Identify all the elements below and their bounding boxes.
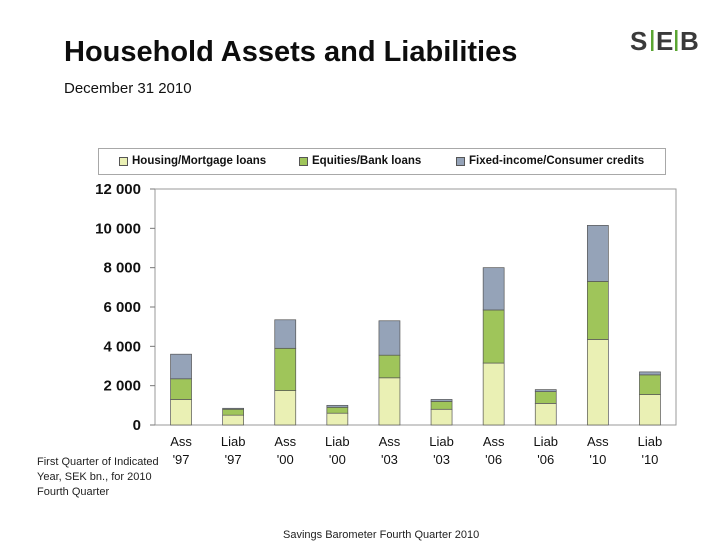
bar-segment: [430, 401, 453, 410]
x-tick-label: '10: [589, 452, 606, 467]
x-tick-label: '03: [433, 452, 450, 467]
legend-swatch: [119, 156, 128, 166]
bar-segment: [430, 399, 453, 402]
bar-segment: [430, 408, 453, 426]
bar-segment: [378, 320, 401, 356]
chart-footnote: First Quarter of Indicated Year, SEK bn.…: [37, 456, 159, 498]
x-tick-label: '97: [173, 452, 190, 467]
bar-segment: [586, 281, 609, 340]
page-footer: Savings Barometer Fourth Quarter 2010: [283, 529, 480, 541]
bar-segment: [482, 309, 505, 364]
bar-segment: [170, 353, 192, 380]
x-tick-label: Liab: [533, 434, 558, 449]
bar-segment: [534, 391, 557, 404]
legend-swatch: [456, 156, 465, 166]
bar-segment: [170, 399, 192, 426]
x-tick-label: Ass: [170, 434, 192, 449]
x-tick-label: Liab: [429, 434, 454, 449]
svg-text:B: B: [680, 26, 699, 54]
y-tick-label: 8 000: [103, 260, 141, 277]
bar-segment: [482, 362, 505, 426]
x-tick-label: Liab: [325, 434, 350, 449]
svg-text:S: S: [630, 26, 648, 54]
page-title: Household Assets and Liabilities: [64, 36, 518, 68]
x-tick-label: Ass: [587, 434, 609, 449]
x-tick-label: Liab: [638, 434, 663, 449]
bar-segment: [639, 374, 661, 395]
bar-segment: [170, 378, 192, 400]
legend-item-equities: Equities/Bank loans: [299, 155, 421, 167]
bar-segment: [482, 267, 505, 311]
page-subtitle: December 31 2010: [64, 80, 192, 97]
legend-label: Housing/Mortgage loans: [132, 155, 267, 167]
bar-segment: [326, 404, 349, 408]
bar-segment: [586, 339, 609, 426]
bar-segment: [274, 347, 297, 391]
y-tick-label: 6 000: [103, 299, 141, 316]
legend-item-fixed-income: Fixed-income/Consumer credits: [456, 155, 644, 167]
legend-label: Equities/Bank loans: [312, 155, 422, 167]
bar-segment: [639, 371, 661, 376]
y-tick-label: 10 000: [95, 220, 141, 237]
bar-segment: [274, 390, 297, 426]
y-tick-label: 2 000: [103, 378, 141, 395]
x-tick-label: Ass: [483, 434, 505, 449]
bar-segment: [639, 394, 661, 426]
chart-legend: Housing/Mortgage loans Equities/Bank loa…: [98, 148, 666, 175]
bar-segment: [326, 406, 349, 414]
x-tick-label: '10: [641, 452, 658, 467]
bar-segment: [534, 403, 557, 426]
bar-segment: [326, 412, 349, 426]
y-tick-label: 12 000: [95, 181, 141, 198]
bar-segment: [378, 377, 401, 426]
bar-segment: [222, 414, 244, 426]
bar-segment: [534, 389, 557, 392]
legend-item-housing: Housing/Mortgage loans: [119, 155, 266, 167]
x-tick-label: Liab: [221, 434, 246, 449]
seb-logo: S E B: [630, 26, 700, 59]
bar-segment: [222, 408, 244, 416]
x-tick-label: '00: [329, 452, 346, 467]
legend-swatch: [299, 156, 308, 166]
svg-text:E: E: [656, 26, 673, 54]
x-tick-label: '06: [537, 452, 554, 467]
x-tick-label: '03: [381, 452, 398, 467]
x-tick-label: '00: [277, 452, 294, 467]
x-tick-label: '06: [485, 452, 502, 467]
bar-segment: [586, 225, 609, 282]
bar-segment: [274, 319, 297, 349]
bar-segment: [378, 354, 401, 379]
x-tick-label: Ass: [379, 434, 401, 449]
legend-label: Fixed-income/Consumer credits: [469, 155, 645, 167]
y-tick-label: 4 000: [103, 338, 141, 355]
bar-segment: [222, 407, 244, 410]
x-tick-label: Ass: [274, 434, 296, 449]
y-tick-label: 0: [133, 417, 141, 434]
x-tick-label: '97: [225, 452, 242, 467]
